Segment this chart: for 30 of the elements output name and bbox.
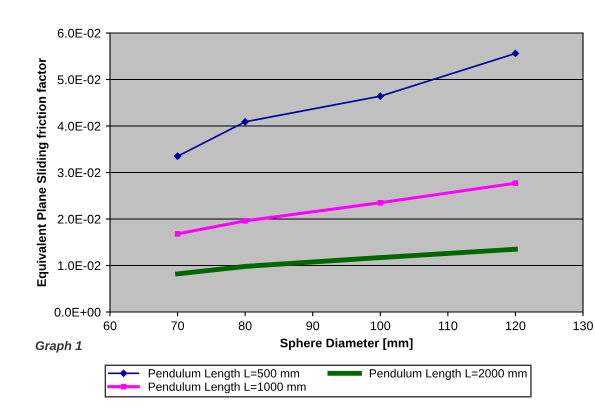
x-tick-label: 80 (238, 321, 252, 330)
point (174, 152, 182, 160)
y-tick-label: 0.0E+00 (54, 308, 100, 317)
y-tick-label: 4.0E-02 (57, 122, 100, 131)
x-tick-label: 130 (574, 321, 593, 330)
legend-label: Pendulum Length L=500 mm (148, 368, 299, 380)
y-tick-label: 6.0E-02 (58, 28, 100, 38)
line-series (175, 246, 518, 276)
caption: Graph 1 (36, 340, 82, 353)
x-axis-title: Sphere Diameter [mm] (280, 338, 412, 350)
y-axis-title: Equivalent Plane Sliding friction factor (36, 58, 48, 286)
x-tick-label: 120 (506, 321, 526, 330)
y-tick-label: 3.0E-02 (58, 168, 100, 178)
x-tick-label: 60 (104, 321, 116, 330)
y-tick-label: 1.0E-02 (58, 261, 100, 270)
x-tick-label: 100 (370, 321, 390, 330)
legend-label: Pendulum Length L=2000 mm (370, 368, 527, 380)
y-tick-label: 5.0E-02 (58, 75, 100, 84)
point (512, 180, 518, 186)
y-tick-label: 2.0E-02 (58, 214, 100, 224)
x-tick-label: 90 (306, 321, 320, 330)
point (376, 92, 384, 100)
point (512, 50, 520, 58)
x-tick-label: 70 (171, 321, 184, 330)
point (174, 231, 180, 237)
point (378, 200, 384, 206)
legend-label: Pendulum Length L=1000 mm (148, 382, 306, 394)
point (242, 218, 248, 224)
point (242, 118, 249, 126)
x-tick-label: 110 (438, 321, 458, 330)
